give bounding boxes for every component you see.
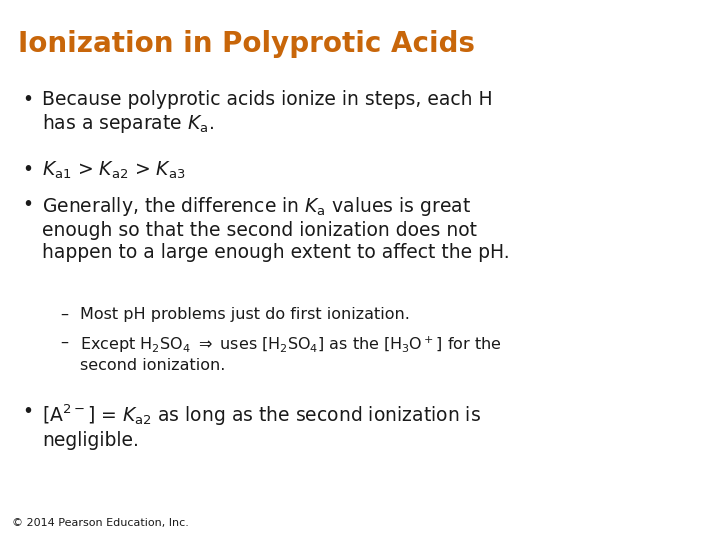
Text: Except H$_2$SO$_4$ $\Rightarrow$ uses [H$_2$SO$_4$] as the [H$_3$O$^+$] for the
: Except H$_2$SO$_4$ $\Rightarrow$ uses [H… [80, 335, 502, 373]
Text: •: • [22, 160, 33, 179]
Text: © 2014 Pearson Education, Inc.: © 2014 Pearson Education, Inc. [12, 518, 189, 528]
Text: Most pH problems just do first ionization.: Most pH problems just do first ionizatio… [80, 307, 410, 322]
Text: [A$^{2-}$] = $\mathit{K}_\mathrm{a2}$ as long as the second ionization is
neglig: [A$^{2-}$] = $\mathit{K}_\mathrm{a2}$ as… [42, 402, 481, 449]
Text: •: • [22, 402, 33, 421]
Text: Because polyprotic acids ionize in steps, each H
has a separate $\mathit{K}_\mat: Because polyprotic acids ionize in steps… [42, 90, 492, 136]
Text: –: – [60, 307, 68, 322]
Text: Ionization in Polyprotic Acids: Ionization in Polyprotic Acids [18, 30, 475, 58]
Text: •: • [22, 90, 33, 109]
Text: –: – [60, 335, 68, 350]
Text: Generally, the difference in $\mathit{K}_\mathrm{a}$ values is great
enough so t: Generally, the difference in $\mathit{K}… [42, 195, 510, 262]
Text: •: • [22, 195, 33, 214]
Text: $\mathit{K}_\mathrm{a1}$ > $\mathit{K}_\mathrm{a2}$ > $\mathit{K}_\mathrm{a3}$: $\mathit{K}_\mathrm{a1}$ > $\mathit{K}_\… [42, 160, 185, 181]
